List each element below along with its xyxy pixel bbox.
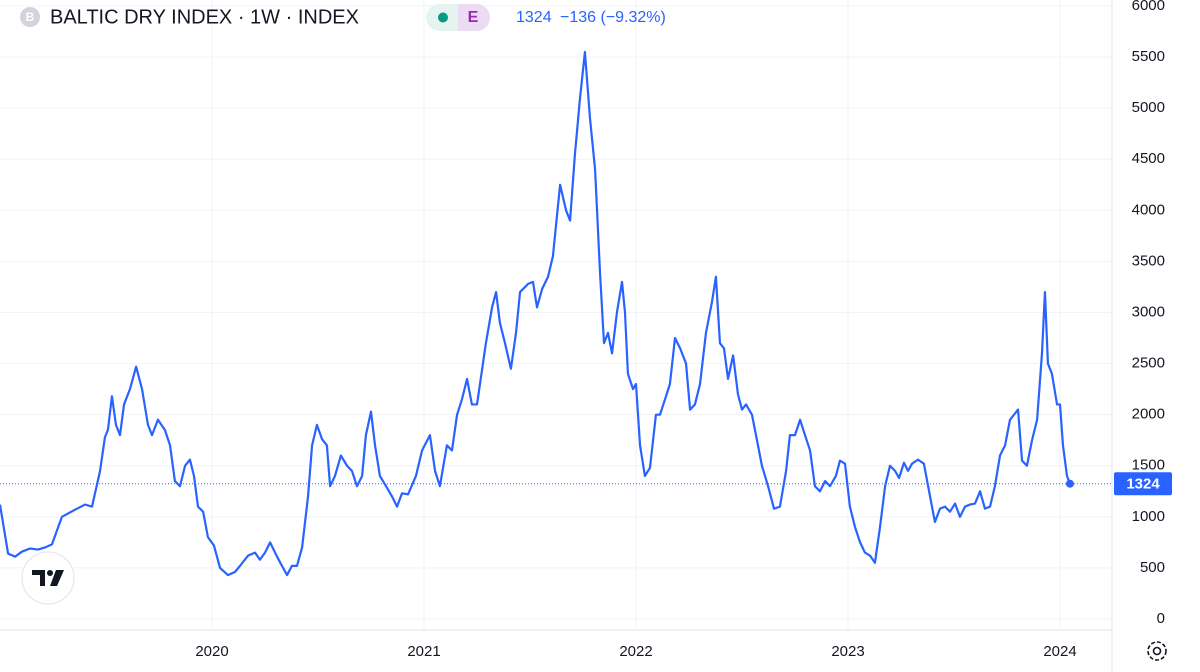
gear-outline[interactable]: [1147, 641, 1167, 661]
y-tick-label: 0: [1157, 610, 1165, 627]
x-tick-label: 2024: [1043, 643, 1076, 660]
symbol-icon: [20, 7, 40, 27]
y-tick-label: 6000: [1132, 0, 1165, 14]
exchange-badge: E: [468, 9, 479, 26]
legend-header: B BALTIC DRY INDEX · 1W · INDEX E 1324 −…: [20, 4, 666, 31]
plot: [0, 50, 1112, 577]
last-price-box: [1114, 472, 1172, 496]
y-tick-label: 4500: [1132, 150, 1165, 167]
y-tick-label: 5000: [1132, 99, 1165, 116]
grid: [0, 0, 1112, 630]
exchange-badge-bg: [458, 4, 490, 31]
y-tick-label: 3000: [1132, 303, 1165, 320]
axes: 0 500 1000 1500 2000 2500 3000 3500 4000 4500 5000…: [195, 0, 1172, 660]
y-tick-label: 2500: [1132, 355, 1165, 372]
y-tick-label: 5500: [1132, 48, 1165, 65]
market-status-dot: [438, 12, 448, 23]
y-tick-label: 3500: [1132, 252, 1165, 269]
header-change: −136 (−9.32%): [560, 9, 666, 26]
y-tick-label: 2000: [1132, 406, 1165, 423]
x-tick-label: 2021: [407, 643, 440, 660]
y-tick-label: 4000: [1132, 201, 1165, 218]
logo: [21, 551, 75, 605]
x-tick-label: 2023: [831, 643, 864, 660]
x-tick-label: 2022: [619, 643, 652, 660]
y-tick-label: 1500: [1132, 457, 1165, 474]
logo-mark: [32, 570, 45, 586]
last-price-label: 1324: [1126, 476, 1160, 493]
logo-dot: [47, 570, 53, 576]
x-tick-label: 2020: [195, 643, 228, 660]
logo-circle: [21, 551, 75, 605]
logo-mark-2: [50, 570, 64, 586]
last-point: [1065, 479, 1074, 488]
price-line: [0, 50, 1071, 577]
header-price: 1324: [516, 9, 552, 26]
gear-center[interactable]: [1152, 646, 1162, 656]
y-tick-label: 500: [1140, 559, 1165, 576]
chart-title: BALTIC DRY INDEX · 1W · INDEX: [50, 6, 359, 28]
y-tick-label: 1000: [1132, 508, 1165, 525]
settings-button[interactable]: [1147, 641, 1167, 661]
symbol-letter: B: [26, 10, 35, 24]
